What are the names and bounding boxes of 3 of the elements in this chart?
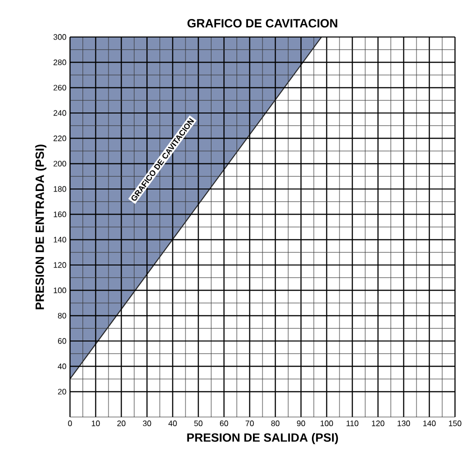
x-axis-title: PRESION DE SALIDA (PSI) <box>187 433 338 444</box>
y-axis-title: PRESION DE ENTRADA (PSI) <box>35 144 46 310</box>
chart-title: GRAFICO DE CAVITACION <box>187 19 338 28</box>
